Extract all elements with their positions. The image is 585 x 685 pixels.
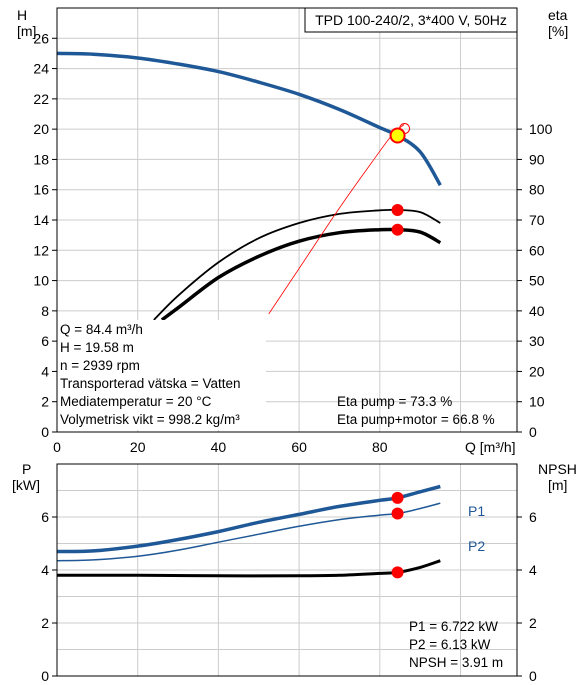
pump-curve-series-3 [268,124,405,315]
info-npsh: NPSH = 3.91 m [409,655,503,670]
y-right-tick-label: 50 [529,273,545,289]
pump-curve-series-2 [160,227,442,322]
h-axis-label: H [17,7,27,23]
y-left-tick-label: 24 [33,61,49,77]
p-tick-label: 0 [41,668,49,684]
title-box [304,7,518,33]
series-label-p1: P1 [468,503,485,519]
npsh-tick-label: 0 [529,668,537,684]
y-left-tick-label: 8 [41,303,49,319]
y-right-tick-label: 80 [529,182,545,198]
y-right-tick-label: 90 [529,151,545,167]
info-temperature: Mediatemperatur = 20 °C [60,394,212,409]
npsh-axis-label: NPSH [538,461,577,477]
p-axis-label: P [22,461,31,477]
y-left-tick-label: 20 [33,121,49,137]
x-tick-label: 60 [291,439,307,455]
p-tick-label: 2 [41,615,49,631]
y-left-tick-label: 12 [33,242,49,258]
power-curve-series-npsh [57,559,441,578]
y-left-tick-label: 4 [41,363,49,379]
pump-curve-frame [56,7,518,433]
y-right-tick-label: 100 [529,121,553,137]
info-box-bg [57,320,266,430]
info-liquid: Transporterad vätska = Vatten [60,376,240,391]
y-left-tick-label: 26 [33,30,49,46]
npsh-tick-label: 6 [529,509,537,525]
y-right-tick-label: 40 [529,303,545,319]
npsh-axis-unit: [m] [548,477,567,493]
y-left-tick-label: 18 [33,151,49,167]
y-right-tick-label: 60 [529,242,545,258]
y-right-tick-label: 70 [529,212,545,228]
pump-curve-series-1 [153,208,441,321]
x-tick-label: 0 [53,439,61,455]
y-left-tick-label: 16 [33,182,49,198]
q-axis-label: Q [m³/h] [465,439,516,455]
info-p1: P1 = 6.722 kW [409,619,498,634]
power-marker [391,566,404,579]
efficiency-marker [391,223,404,236]
x-tick-label: 20 [130,439,146,455]
info-q: Q = 84.4 m³/h [60,322,143,337]
y-left-tick-label: 22 [33,91,49,107]
eta-pump-label: Eta pump = 73.3 % [337,394,452,409]
p-tick-label: 6 [41,509,49,525]
info-density: Volymetrisk vikt = 998.2 kg/m³ [60,412,240,427]
p-tick-label: 4 [41,562,49,578]
info-n: n = 2939 rpm [60,358,140,373]
power-curve-series-p2 [56,502,441,562]
y-left-tick-label: 6 [41,333,49,349]
y-left-tick-label: 2 [41,394,49,410]
y-right-tick-label: 10 [529,394,545,410]
pump-curve-series-0 [56,51,442,187]
npsh-tick-label: 2 [529,615,537,631]
h-axis-unit: [m] [17,23,36,39]
y-right-tick-label: 30 [529,333,545,349]
series-label-p2: P2 [468,538,485,554]
npsh-tick-label: 4 [529,562,537,578]
y-left-tick-label: 0 [41,424,49,440]
y-right-tick-label: 20 [529,363,545,379]
info-h: H = 19.58 m [60,340,134,355]
power-marker [391,491,404,504]
eta-axis-label: eta [548,7,568,23]
p-axis-unit: [kW] [12,477,40,493]
y-right-tick-label: 0 [529,424,537,440]
y-left-tick-label: 10 [33,273,49,289]
eta-axis-unit: [%] [548,23,568,39]
efficiency-marker [391,204,404,217]
power-curve-series-p1 [56,484,441,554]
chart-title: TPD 100-240/2, 3*400 V, 50Hz [315,12,507,28]
eta-pump-motor-label: Eta pump+motor = 66.8 % [337,412,495,427]
info-p2: P2 = 6.13 kW [409,637,491,652]
y-left-tick-label: 14 [33,212,49,228]
duty-point [389,127,406,144]
x-tick-label: 40 [211,439,227,455]
x-tick-label: 80 [372,439,388,455]
power-curve-frame [56,463,518,677]
power-marker [391,507,404,520]
